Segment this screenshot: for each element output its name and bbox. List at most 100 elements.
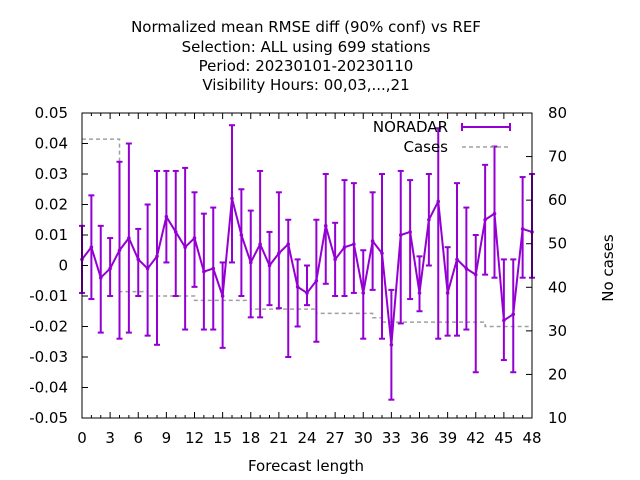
- data-point: [145, 266, 150, 271]
- data-point: [323, 224, 328, 228]
- data-point: [436, 199, 441, 204]
- y-tick-label: 0.01: [35, 226, 68, 244]
- y2-tick-label: 40: [548, 278, 567, 296]
- data-point: [464, 266, 469, 271]
- cases-series: [82, 138, 532, 328]
- data-point: [352, 242, 356, 246]
- x-tick-label: 3: [105, 429, 115, 447]
- data-point: [511, 312, 516, 317]
- legend-label-noradar: NORADAR: [373, 118, 448, 136]
- x-tick-label: 45: [494, 429, 513, 447]
- x-tick-label: 9: [162, 429, 172, 447]
- data-point: [286, 242, 291, 246]
- x-tick-label: 42: [466, 429, 485, 447]
- data-point: [192, 236, 197, 240]
- data-point: [164, 214, 169, 219]
- data-point: [183, 245, 187, 249]
- y-tick-label: -0.01: [29, 287, 68, 305]
- x-tick-label: 27: [326, 429, 345, 447]
- legend: NORADAR Cases: [373, 118, 511, 156]
- y2-tick-label: 60: [548, 191, 567, 209]
- x-tick-label: 48: [522, 429, 541, 447]
- y2-tick-label: 30: [548, 322, 567, 340]
- data-point: [202, 269, 206, 274]
- data-point: [473, 272, 478, 277]
- data-point: [230, 196, 234, 201]
- x-tick-label: 24: [297, 429, 316, 447]
- x-axis-label: Forecast length: [248, 457, 364, 475]
- y2-tick-label: 80: [548, 104, 567, 122]
- y2-tick-label: 10: [548, 409, 567, 427]
- data-point: [220, 294, 225, 298]
- y-tick-label: -0.02: [29, 318, 68, 336]
- data-point: [342, 245, 347, 249]
- data-point: [248, 260, 253, 265]
- data-point: [211, 266, 216, 271]
- x-tick-label: 36: [410, 429, 429, 447]
- y-axis: -0.05 -0.04 -0.03 -0.02 -0.01 0 0.01 0.02 0.03 0.…: [29, 104, 88, 427]
- data-point: [455, 257, 459, 262]
- data-point: [173, 230, 178, 234]
- x-tick-label: 18: [241, 429, 260, 447]
- x-tick-label: 21: [269, 429, 288, 447]
- data-point: [408, 230, 412, 234]
- data-point: [361, 291, 366, 295]
- y-tick-label: -0.04: [29, 379, 68, 397]
- y-tick-label: -0.05: [29, 409, 68, 427]
- data-point: [380, 251, 384, 256]
- y2-tick-label: 50: [548, 235, 567, 253]
- data-point: [98, 275, 103, 280]
- y-tick-label: 0: [58, 257, 68, 275]
- title-line-1: Normalized mean RMSE diff (90% conf) vs …: [131, 18, 481, 36]
- y-tick-label: 0.02: [35, 196, 68, 214]
- x-tick-label: 12: [185, 429, 204, 447]
- data-point: [492, 211, 497, 216]
- y-tick-label: 0.03: [35, 165, 68, 183]
- data-point: [333, 257, 337, 262]
- data-point: [314, 278, 319, 283]
- x-tick-label: 30: [354, 429, 373, 447]
- data-point: [398, 233, 403, 237]
- legend-label-cases: Cases: [403, 138, 448, 156]
- data-point: [389, 343, 394, 347]
- data-point: [295, 285, 300, 289]
- x-tick-label: 39: [438, 429, 457, 447]
- data-point: [155, 254, 159, 259]
- x-tick-label: 0: [77, 429, 87, 447]
- data-point: [520, 227, 525, 231]
- data-point: [239, 233, 244, 237]
- data-point: [305, 291, 309, 295]
- x-tick-label: 15: [213, 429, 232, 447]
- title-line-4: Visibility Hours: 00,03,...,21: [202, 76, 409, 94]
- data-point: [267, 263, 272, 268]
- cases-line: [82, 138, 532, 328]
- data-point: [277, 251, 281, 256]
- title-line-2: Selection: ALL using 699 stations: [182, 38, 431, 56]
- x-tick-label: 33: [382, 429, 401, 447]
- data-point: [370, 239, 375, 243]
- data-point: [483, 217, 487, 222]
- y2-tick-label: 20: [548, 365, 567, 383]
- y2-axis: 10 20 30 40 50 60 70 80: [526, 104, 567, 427]
- y2-tick-label: 70: [548, 148, 567, 166]
- y-tick-label: -0.03: [29, 348, 68, 366]
- x-tick-label: 6: [133, 429, 143, 447]
- x-axis: 0 3 6 9 12 15 18 21 24 27 30 33 36 39 42 45 48: [77, 113, 542, 447]
- data-point: [427, 217, 431, 222]
- data-point: [117, 248, 122, 253]
- title-line-3: Period: 20230101-20230110: [199, 57, 414, 75]
- data-point: [89, 245, 94, 249]
- noradar-series: [79, 124, 535, 401]
- data-point: [502, 318, 506, 323]
- data-point: [136, 257, 141, 262]
- y-tick-label: 0.05: [35, 104, 68, 122]
- y2-axis-label: No cases: [599, 234, 617, 302]
- data-point: [258, 242, 262, 246]
- chart-title: Normalized mean RMSE diff (90% conf) vs …: [131, 18, 481, 94]
- data-point: [445, 291, 450, 295]
- data-point: [108, 266, 112, 271]
- y-tick-label: 0.04: [35, 135, 68, 153]
- data-point: [417, 291, 422, 295]
- data-point: [127, 236, 131, 240]
